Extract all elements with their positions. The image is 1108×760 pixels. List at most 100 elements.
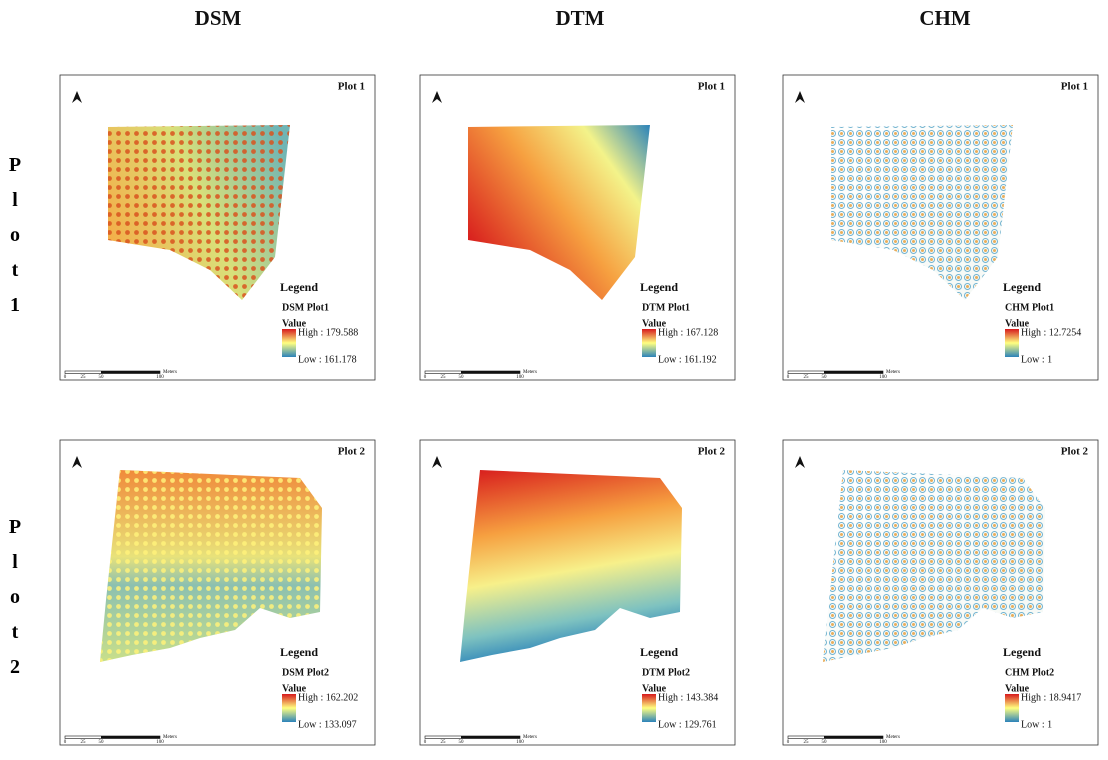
low-label: Low : 129.761 — [658, 719, 717, 730]
scale-unit: Meters — [163, 370, 177, 375]
plot-label: Plot 1 — [338, 81, 365, 93]
value-label: Value — [282, 318, 307, 329]
value-label: Value — [282, 683, 307, 694]
map-area — [468, 125, 650, 300]
map-area — [460, 470, 682, 662]
high-label: High : 18.9417 — [1021, 692, 1081, 703]
scale-label: 50 — [99, 740, 105, 745]
north-arrow — [72, 456, 82, 468]
scale-label: 0 — [787, 740, 790, 745]
scale-label: 25 — [804, 740, 810, 745]
north-arrow — [72, 91, 82, 103]
scale-label: 100 — [516, 375, 524, 380]
color-ramp — [282, 329, 296, 357]
column-header: DSM — [195, 6, 242, 30]
scale-label: 0 — [64, 375, 67, 380]
color-ramp — [1005, 694, 1019, 722]
north-arrow — [432, 91, 442, 103]
scale-bar-fill — [101, 736, 160, 739]
scale-label: 100 — [156, 375, 164, 380]
scale-label: 50 — [459, 375, 465, 380]
layer-name: DSM Plot2 — [282, 667, 329, 678]
scale-unit: Meters — [163, 735, 177, 740]
scale-label: 100 — [879, 740, 887, 745]
plot-label: Plot 1 — [1061, 81, 1088, 93]
legend-title: Legend — [1003, 645, 1041, 659]
scale-label: 0 — [64, 740, 67, 745]
layer-name: CHM Plot1 — [1005, 302, 1054, 313]
scale-label: 25 — [441, 740, 447, 745]
low-label: Low : 1 — [1021, 354, 1052, 365]
plot-label: Plot 2 — [698, 446, 726, 458]
low-label: Low : 161.178 — [298, 354, 357, 365]
scale-label: 50 — [822, 375, 828, 380]
color-ramp — [282, 694, 296, 722]
plot-label: Plot 2 — [1061, 446, 1089, 458]
value-label: Value — [642, 318, 667, 329]
map-texture — [823, 470, 1045, 662]
high-label: High : 12.7254 — [1021, 327, 1081, 338]
value-label: Value — [642, 683, 667, 694]
legend-title: Legend — [1003, 280, 1041, 294]
scale-bar-fill — [101, 371, 160, 374]
scale-unit: Meters — [886, 735, 900, 740]
value-label: Value — [1005, 683, 1030, 694]
color-ramp — [642, 329, 656, 357]
scale-label: 25 — [441, 375, 447, 380]
color-ramp — [1005, 329, 1019, 357]
high-label: High : 179.588 — [298, 327, 358, 338]
column-header: CHM — [919, 6, 971, 30]
scale-bar-fill — [461, 371, 520, 374]
scale-label: 50 — [822, 740, 828, 745]
scale-unit: Meters — [523, 370, 537, 375]
layer-name: CHM Plot2 — [1005, 667, 1054, 678]
scale-label: 100 — [156, 740, 164, 745]
layer-name: DTM Plot1 — [642, 302, 690, 313]
high-label: High : 162.202 — [298, 692, 358, 703]
plot-label: Plot 1 — [698, 81, 725, 93]
legend-title: Legend — [280, 280, 318, 294]
high-label: High : 167.128 — [658, 327, 718, 338]
low-label: Low : 133.097 — [298, 719, 357, 730]
legend-title: Legend — [640, 280, 678, 294]
high-label: High : 143.384 — [658, 692, 718, 703]
value-label: Value — [1005, 318, 1030, 329]
low-label: Low : 1 — [1021, 719, 1052, 730]
scale-label: 100 — [516, 740, 524, 745]
north-arrow — [795, 91, 805, 103]
color-ramp — [642, 694, 656, 722]
north-arrow — [795, 456, 805, 468]
legend-title: Legend — [280, 645, 318, 659]
map-texture — [831, 125, 1013, 300]
row-label: Plot1 — [8, 154, 22, 316]
scale-label: 0 — [424, 740, 427, 745]
map-texture — [108, 125, 290, 300]
scale-unit: Meters — [886, 370, 900, 375]
layer-name: DSM Plot1 — [282, 302, 329, 313]
scale-label: 100 — [879, 375, 887, 380]
scale-unit: Meters — [523, 735, 537, 740]
scale-bar-fill — [824, 371, 883, 374]
row-label: Plot2 — [8, 516, 22, 678]
low-label: Low : 161.192 — [658, 354, 717, 365]
scale-label: 25 — [804, 375, 810, 380]
scale-bar-fill — [461, 736, 520, 739]
scale-bar-fill — [824, 736, 883, 739]
legend-title: Legend — [640, 645, 678, 659]
layer-name: DTM Plot2 — [642, 667, 690, 678]
scale-label: 25 — [81, 740, 87, 745]
north-arrow — [432, 456, 442, 468]
scale-label: 50 — [459, 740, 465, 745]
plot-label: Plot 2 — [338, 446, 366, 458]
scale-label: 25 — [81, 375, 87, 380]
map-texture — [100, 470, 322, 662]
scale-label: 0 — [424, 375, 427, 380]
